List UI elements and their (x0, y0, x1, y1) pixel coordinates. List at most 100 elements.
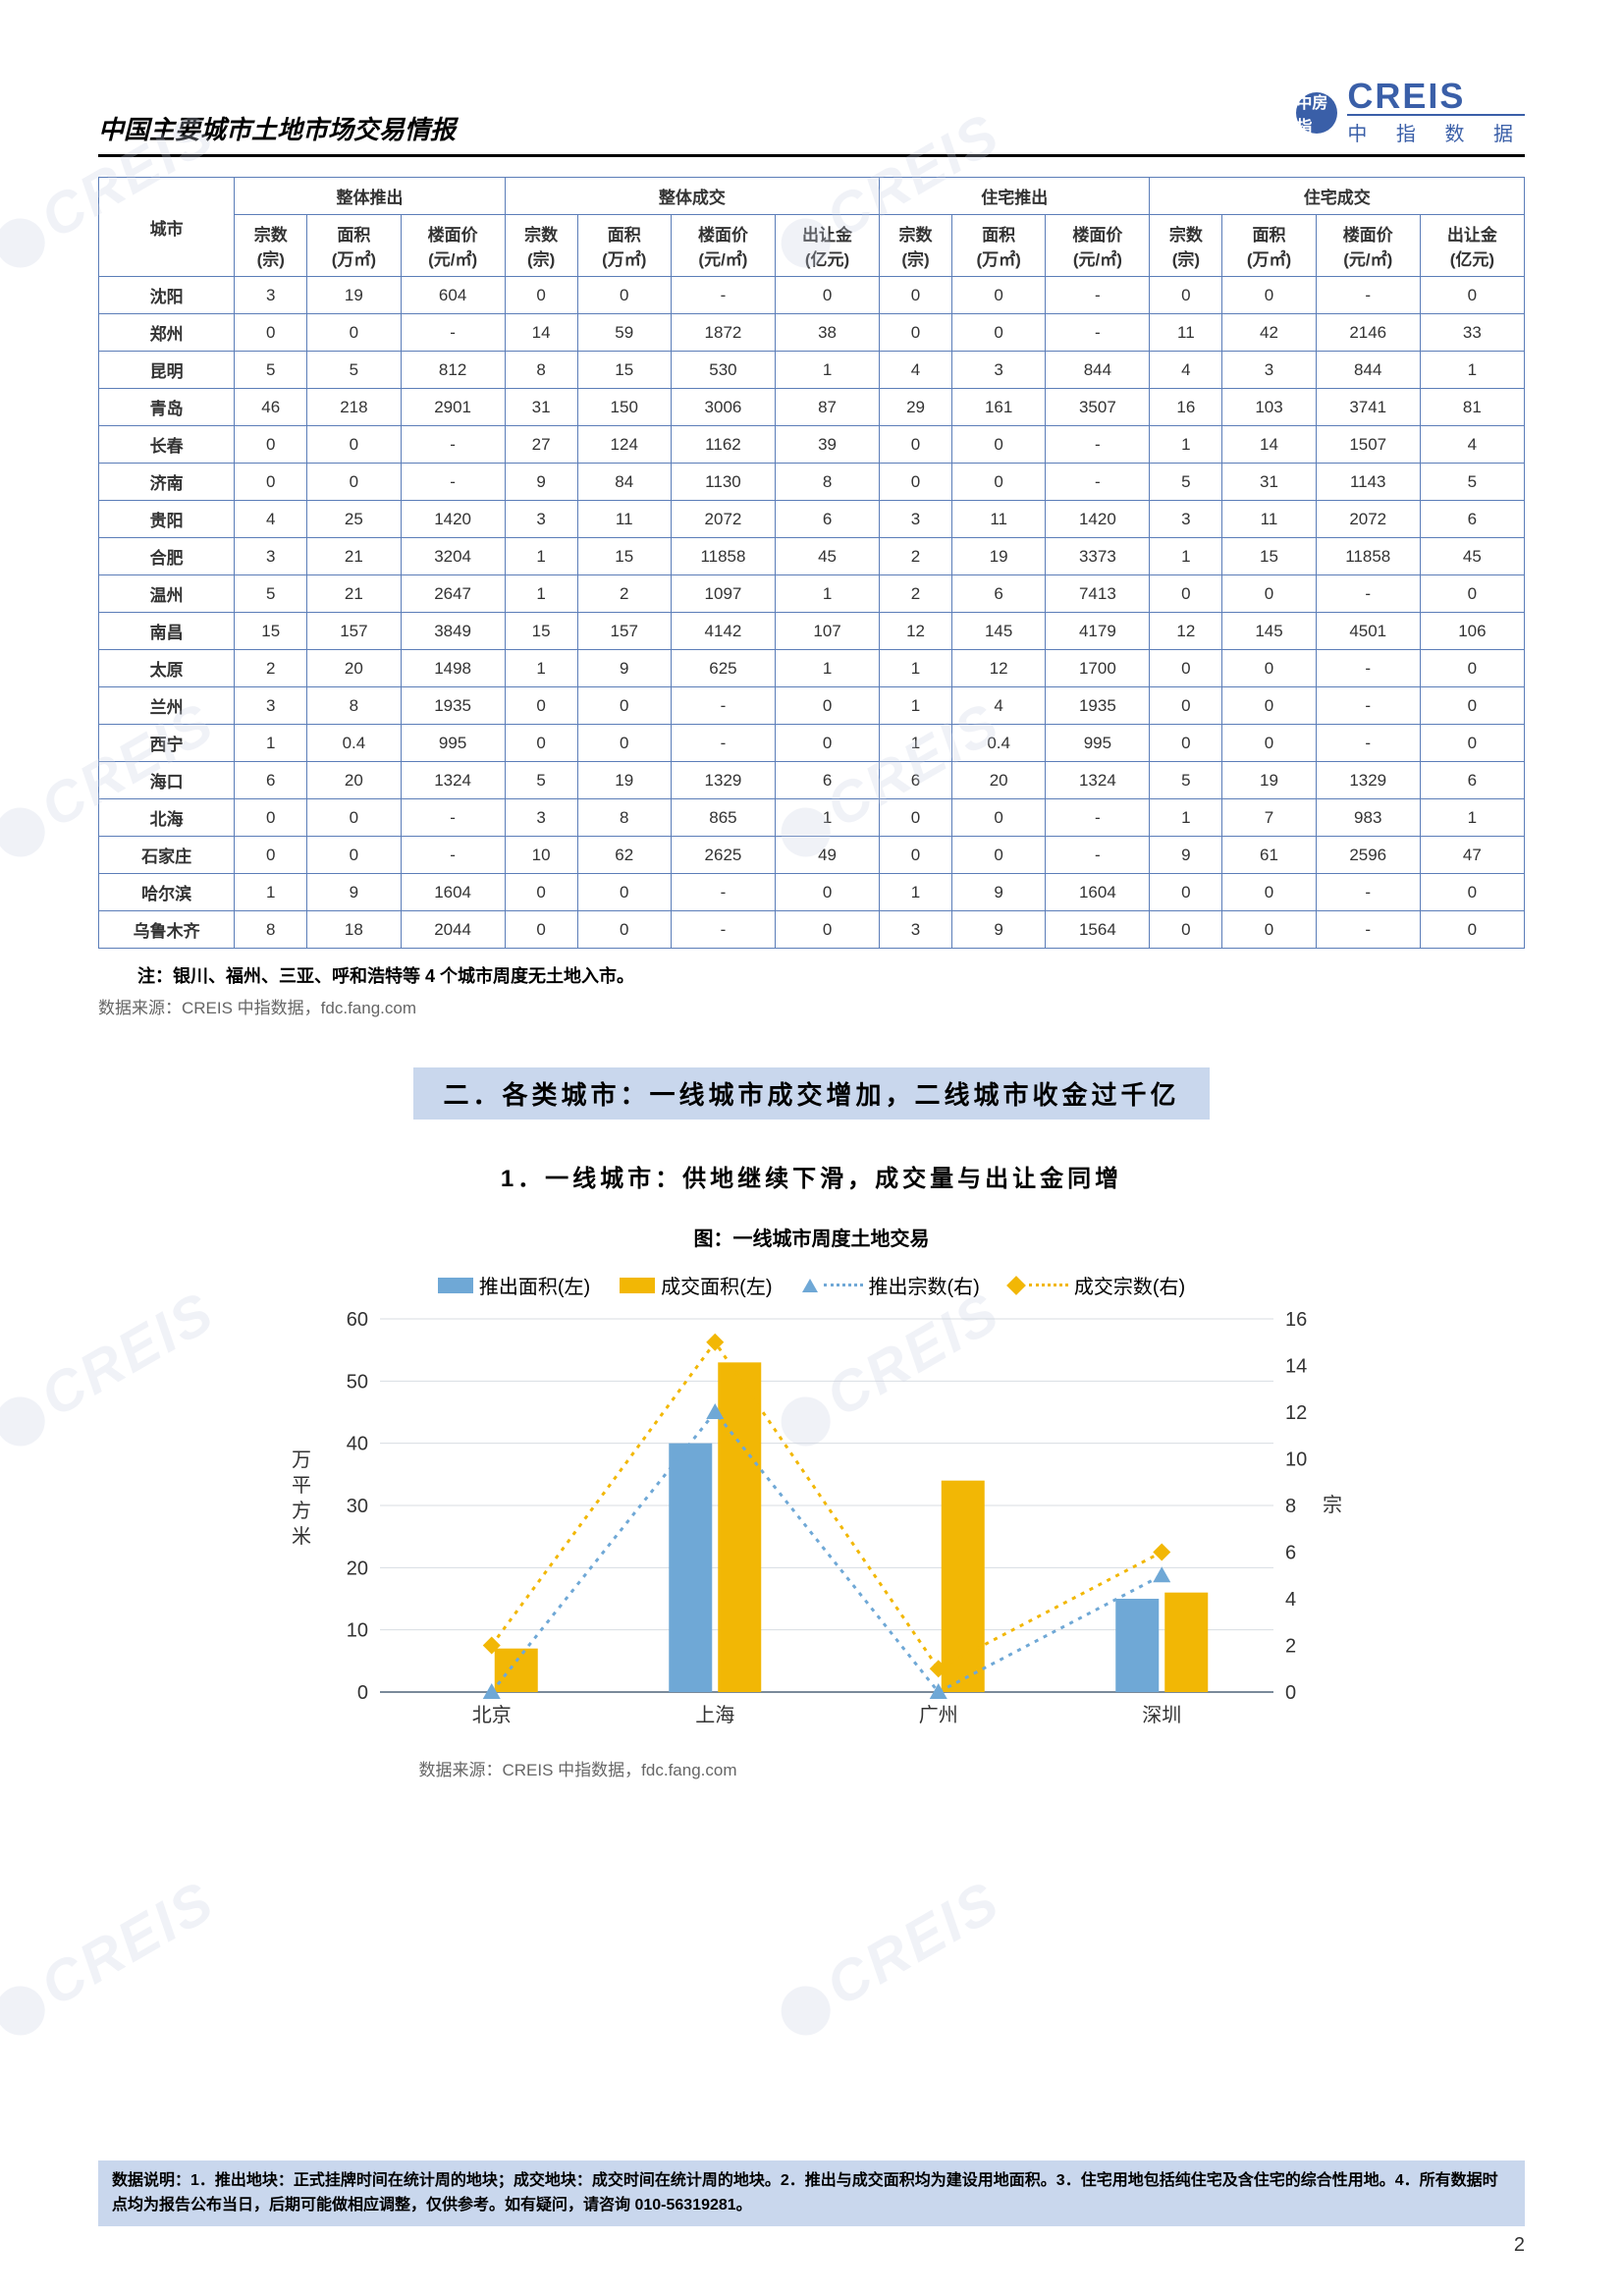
cell-value: 0 (1222, 874, 1316, 911)
cell-value: 62 (577, 837, 671, 874)
cell-value: 1 (776, 799, 880, 837)
cell-value: 8 (307, 687, 401, 725)
cell-city: 郑州 (99, 314, 235, 352)
cell-value: 3 (1150, 501, 1222, 538)
col-sub-header: 楼面价 (元/㎡) (1316, 215, 1420, 277)
cell-value: 0 (505, 687, 577, 725)
data-source: 数据来源：CREIS 中指数据，fdc.fang.com (98, 994, 1525, 1018)
cell-value: 0 (1420, 725, 1524, 762)
cell-city: 贵阳 (99, 501, 235, 538)
col-sub-header: 楼面价 (元/㎡) (671, 215, 775, 277)
cell-value: 11 (1150, 314, 1222, 352)
cell-value: 1 (880, 725, 952, 762)
cell-value: 0 (505, 277, 577, 314)
cell-value: 4 (235, 501, 307, 538)
footer-note: 数据说明：1．推出地块：正式挂牌时间在统计周的地块；成交地块：成交时间在统计周的… (98, 2160, 1525, 2226)
legend-bar-icon (438, 1278, 473, 1293)
cell-value: 995 (1046, 725, 1150, 762)
watermark: CREIS (766, 1868, 1011, 2048)
cell-value: 11858 (671, 538, 775, 575)
cell-value: 2647 (401, 575, 505, 613)
cell-value: 107 (776, 613, 880, 650)
cell-value: - (401, 426, 505, 464)
cell-value: 3 (235, 538, 307, 575)
cell-value: 87 (776, 389, 880, 426)
cell-value: 7 (1222, 799, 1316, 837)
cell-value: 0 (776, 874, 880, 911)
cell-value: 1 (235, 725, 307, 762)
cell-value: 844 (1316, 352, 1420, 389)
cell-city: 石家庄 (99, 837, 235, 874)
cell-value: 0 (1420, 575, 1524, 613)
cell-value: - (1316, 575, 1420, 613)
cell-value: 12 (951, 650, 1045, 687)
cell-value: 2072 (1316, 501, 1420, 538)
svg-text:10: 10 (1285, 1449, 1307, 1471)
svg-text:方: 方 (292, 1500, 311, 1522)
logo-text-en: CREIS (1347, 79, 1525, 114)
legend-dash-icon (1029, 1284, 1068, 1286)
cell-value: 0 (776, 911, 880, 949)
sub-section-title: 1．一线城市：供地继续下滑，成交量与出让金同增 (98, 1159, 1525, 1193)
col-group-2: 整体成交 (505, 178, 879, 215)
cell-value: 0 (307, 426, 401, 464)
cell-value: 145 (951, 613, 1045, 650)
cell-value: 1420 (1046, 501, 1150, 538)
cell-value: - (401, 314, 505, 352)
svg-text:16: 16 (1285, 1309, 1307, 1331)
cell-value: 0 (235, 314, 307, 352)
cell-value: 4142 (671, 613, 775, 650)
cell-value: 6 (1420, 762, 1524, 799)
logo-text-cn: 中 指 数 据 (1347, 114, 1525, 146)
legend-bar-icon (620, 1278, 655, 1293)
svg-text:2: 2 (1285, 1636, 1296, 1658)
svg-text:14: 14 (1285, 1356, 1307, 1378)
cell-value: 33 (1420, 314, 1524, 352)
cell-city: 乌鲁木齐 (99, 911, 235, 949)
chart-source: 数据来源：CREIS 中指数据，fdc.fang.com (419, 1756, 1352, 1780)
cell-value: 49 (776, 837, 880, 874)
cell-value: 14 (505, 314, 577, 352)
cell-value: 0 (880, 464, 952, 501)
cell-value: 6 (1420, 501, 1524, 538)
table-row: 太原2201498196251112170000-0 (99, 650, 1525, 687)
cell-value: 2044 (401, 911, 505, 949)
cell-value: - (401, 464, 505, 501)
table-row: 乌鲁木齐818204400-039156400-0 (99, 911, 1525, 949)
cell-value: 4 (880, 352, 952, 389)
cell-value: 0 (235, 799, 307, 837)
cell-city: 济南 (99, 464, 235, 501)
cell-value: 9 (1150, 837, 1222, 874)
cell-value: 3 (235, 687, 307, 725)
svg-text:北京: 北京 (471, 1704, 511, 1726)
cell-city: 昆明 (99, 352, 235, 389)
cell-value: 0 (880, 314, 952, 352)
cell-value: 1507 (1316, 426, 1420, 464)
cell-value: 9 (577, 650, 671, 687)
cell-value: 5 (1150, 464, 1222, 501)
cell-value: 4 (951, 687, 1045, 725)
cell-value: 103 (1222, 389, 1316, 426)
cell-value: 0 (1222, 575, 1316, 613)
cell-value: 0 (235, 837, 307, 874)
cell-value: 1 (505, 650, 577, 687)
cell-value: 1143 (1316, 464, 1420, 501)
svg-text:万: 万 (292, 1449, 311, 1471)
cell-value: 0 (1150, 874, 1222, 911)
col-sub-header: 面积 (万㎡) (951, 215, 1045, 277)
logo-badge-icon: 中房指 (1296, 92, 1337, 134)
cell-value: 0 (307, 837, 401, 874)
cell-value: 150 (577, 389, 671, 426)
cell-value: 1935 (1046, 687, 1150, 725)
svg-text:深圳: 深圳 (1142, 1704, 1181, 1726)
cell-value: 2901 (401, 389, 505, 426)
svg-text:8: 8 (1285, 1496, 1296, 1517)
cell-value: 0 (505, 874, 577, 911)
cell-value: 3741 (1316, 389, 1420, 426)
cell-value: 15 (235, 613, 307, 650)
cell-value: 1324 (1046, 762, 1150, 799)
cell-value: 20 (951, 762, 1045, 799)
cell-value: 0 (1150, 725, 1222, 762)
col-sub-header: 宗数 (宗) (1150, 215, 1222, 277)
cell-value: 865 (671, 799, 775, 837)
